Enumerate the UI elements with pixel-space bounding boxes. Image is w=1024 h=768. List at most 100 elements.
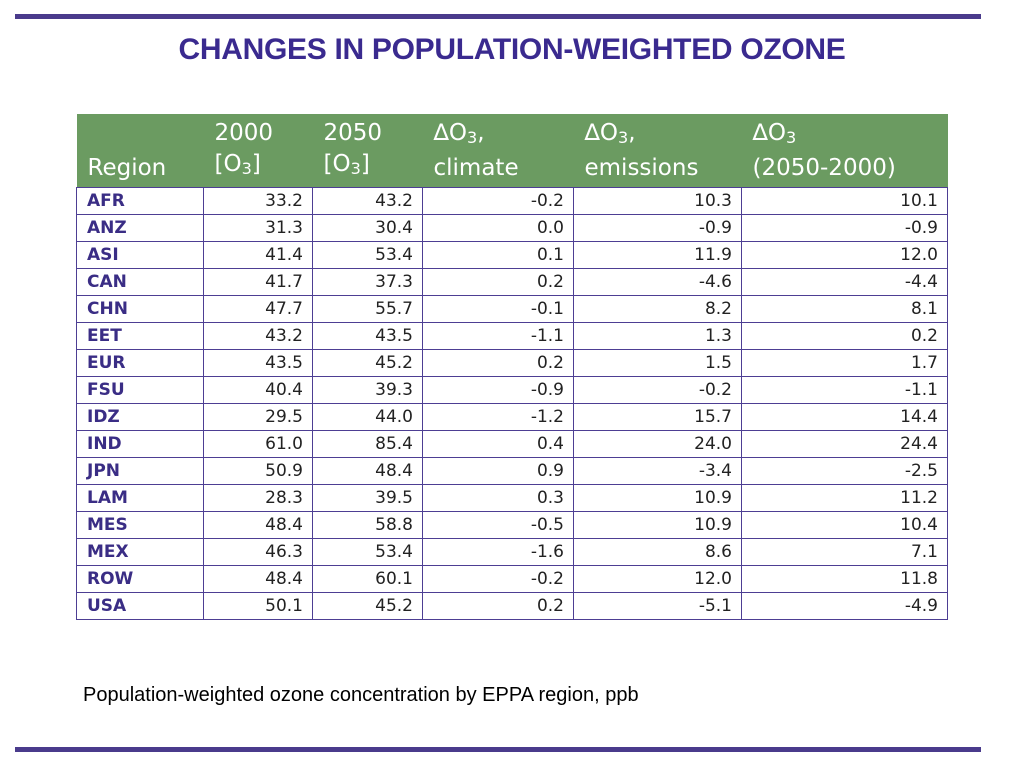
o3-2000-cell: 48.4 [203,565,313,594]
o3-2050-cell: 39.5 [312,484,423,513]
delta-total-cell: 7.1 [741,538,948,567]
o3-2050-cell: 44.0 [312,403,423,432]
o3-2000-cell: 31.3 [203,214,313,243]
table-row: ANZ 31.3 30.4 0.0 -0.9 -0.9 [76,214,948,243]
delta-emissions-cell: 1.3 [573,322,742,351]
o3-2000-cell: 47.7 [203,295,313,324]
delta-emissions-cell: -0.9 [573,214,742,243]
table-row: CHN 47.7 55.7 -0.1 8.2 8.1 [76,295,948,324]
table-row: EUR 43.5 45.2 0.2 1.5 1.7 [76,349,948,378]
delta-emissions-cell: 10.9 [573,511,742,540]
table-row: ROW 48.4 60.1 -0.2 12.0 11.8 [76,565,948,594]
delta-emissions-cell: 10.9 [573,484,742,513]
region-cell: ROW [76,565,204,594]
o3-2000-cell: 50.9 [203,457,313,486]
region-cell: CAN [76,268,204,297]
o3-2050-cell: 45.2 [312,349,423,378]
region-cell: ANZ [76,214,204,243]
slide-title: CHANGES IN POPULATION-WEIGHTED OZONE [178,33,846,66]
o3-2000-cell: 50.1 [203,592,313,621]
delta-emissions-cell: -4.6 [573,268,742,297]
delta-total-cell: 11.2 [741,484,948,513]
o3-2000-cell: 43.2 [203,322,313,351]
delta-climate-cell: 0.9 [422,457,574,486]
delta-climate-cell: 0.0 [422,214,574,243]
table-header-row: Region 2000 [O3] 2050 [O3] ∆O3, climate ∆O3… [76,114,948,188]
header-2050: 2050 [O3] [312,114,423,188]
o3-2050-cell: 37.3 [312,268,423,297]
delta-total-cell: -4.4 [741,268,948,297]
delta-emissions-cell: 8.6 [573,538,742,567]
o3-2050-cell: 30.4 [312,214,423,243]
o3-2050-cell: 43.2 [312,187,423,216]
delta-climate-cell: -0.2 [422,187,574,216]
table-row: MEX 46.3 53.4 -1.6 8.6 7.1 [76,538,948,567]
o3-2000-cell: 43.5 [203,349,313,378]
table-row: IND 61.0 85.4 0.4 24.0 24.4 [76,430,948,459]
delta-climate-cell: 0.1 [422,241,574,270]
o3-2050-cell: 45.2 [312,592,423,621]
o3-2050-cell: 43.5 [312,322,423,351]
o3-2000-cell: 29.5 [203,403,313,432]
region-cell: MEX [76,538,204,567]
delta-total-cell: 12.0 [741,241,948,270]
table-row: JPN 50.9 48.4 0.9 -3.4 -2.5 [76,457,948,486]
delta-total-cell: 14.4 [741,403,948,432]
region-cell: IND [76,430,204,459]
delta-climate-cell: 0.4 [422,430,574,459]
region-cell: EUR [76,349,204,378]
table-row: CAN 41.7 37.3 0.2 -4.6 -4.4 [76,268,948,297]
o3-2000-cell: 61.0 [203,430,313,459]
o3-2000-cell: 46.3 [203,538,313,567]
region-cell: FSU [76,376,204,405]
region-cell: IDZ [76,403,204,432]
delta-climate-cell: -1.2 [422,403,574,432]
region-cell: MES [76,511,204,540]
bottom-rule [15,747,981,752]
delta-emissions-cell: 15.7 [573,403,742,432]
table-caption: Population-weighted ozone concentration … [83,684,639,706]
delta-emissions-cell: -0.2 [573,376,742,405]
table-row: LAM 28.3 39.5 0.3 10.9 11.2 [76,484,948,513]
o3-2050-cell: 39.3 [312,376,423,405]
delta-climate-cell: 0.3 [422,484,574,513]
delta-total-cell: 0.2 [741,322,948,351]
o3-2050-cell: 58.8 [312,511,423,540]
o3-2050-cell: 55.7 [312,295,423,324]
delta-emissions-cell: -3.4 [573,457,742,486]
region-cell: AFR [76,187,204,216]
delta-emissions-cell: 1.5 [573,349,742,378]
delta-emissions-cell: 8.2 [573,295,742,324]
o3-2050-cell: 48.4 [312,457,423,486]
delta-climate-cell: -1.1 [422,322,574,351]
delta-total-cell: 11.8 [741,565,948,594]
o3-2050-cell: 53.4 [312,538,423,567]
o3-2050-cell: 53.4 [312,241,423,270]
table-row: USA 50.1 45.2 0.2 -5.1 -4.9 [76,592,948,621]
region-cell: JPN [76,457,204,486]
delta-climate-cell: -0.2 [422,565,574,594]
header-delta-emissions: ∆O3, emissions [573,114,742,188]
delta-climate-cell: -0.1 [422,295,574,324]
delta-climate-cell: -1.6 [422,538,574,567]
delta-climate-cell: 0.2 [422,268,574,297]
delta-total-cell: -4.9 [741,592,948,621]
o3-2000-cell: 40.4 [203,376,313,405]
header-2000: 2000 [O3] [203,114,313,188]
table-row: AFR 33.2 43.2 -0.2 10.3 10.1 [76,187,948,216]
delta-emissions-cell: 10.3 [573,187,742,216]
region-cell: ASI [76,241,204,270]
delta-climate-cell: -0.5 [422,511,574,540]
o3-2000-cell: 41.7 [203,268,313,297]
table-row: FSU 40.4 39.3 -0.9 -0.2 -1.1 [76,376,948,405]
ozone-table: Region 2000 [O3] 2050 [O3] ∆O3, climate ∆O3… [76,114,948,621]
region-cell: CHN [76,295,204,324]
table-row: IDZ 29.5 44.0 -1.2 15.7 14.4 [76,403,948,432]
delta-total-cell: -0.9 [741,214,948,243]
header-delta-climate: ∆O3, climate [422,114,574,188]
delta-emissions-cell: -5.1 [573,592,742,621]
region-cell: EET [76,322,204,351]
delta-climate-cell: 0.2 [422,349,574,378]
region-cell: LAM [76,484,204,513]
delta-total-cell: 24.4 [741,430,948,459]
